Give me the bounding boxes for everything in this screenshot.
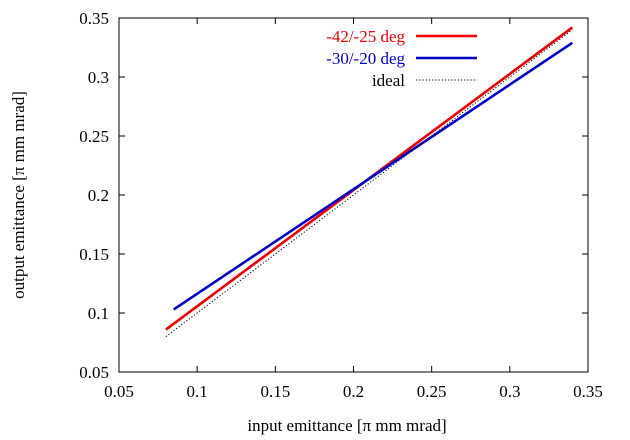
- y-tick-label: 0.35: [79, 9, 109, 28]
- x-tick-label: 0.3: [499, 382, 520, 401]
- legend-label-2: ideal: [372, 71, 405, 90]
- legend-label-1: -30/-20 deg: [326, 49, 405, 68]
- y-tick-label: 0.1: [88, 304, 109, 323]
- x-tick-label: 0.15: [260, 382, 290, 401]
- legend-label-0: -42/-25 deg: [326, 27, 405, 46]
- legend: -42/-25 deg -30/-20 deg ideal: [326, 27, 477, 90]
- x-tick-label: 0.2: [343, 382, 364, 401]
- x-tick-label: 0.35: [573, 382, 603, 401]
- plot-frame: [118, 17, 589, 373]
- x-tick-label: 0.05: [104, 382, 134, 401]
- series-line-2: [165, 29, 573, 337]
- y-tick-label: 0.2: [88, 186, 109, 205]
- series-line-1: [172, 41, 574, 311]
- y-tick-label: 0.05: [79, 363, 109, 382]
- x-tick-label: 0.25: [417, 382, 447, 401]
- y-tick-label: 0.15: [79, 245, 109, 264]
- ticks-layer: 0.05 0.1 0.15 0.2 0.25 0.3 0.35 0.05 0.1 0.15 0.2 0…: [79, 9, 603, 401]
- y-axis-label: output emittance [π mm mrad]: [9, 91, 28, 299]
- series-layer: [165, 26, 574, 337]
- y-tick-label: 0.3: [88, 68, 109, 87]
- x-tick-label: 0.1: [187, 382, 208, 401]
- x-axis-label: input emittance [π mm mrad]: [247, 416, 446, 435]
- y-tick-label: 0.25: [79, 127, 109, 146]
